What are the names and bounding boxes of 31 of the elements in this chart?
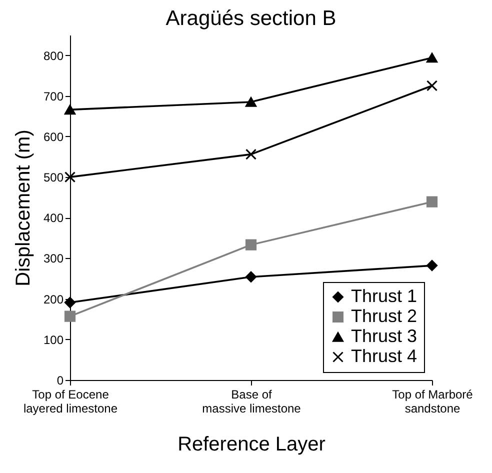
point xyxy=(245,239,257,250)
x-tick-label: Base of massive limestone xyxy=(202,388,302,416)
legend-label: Thrust 3 xyxy=(351,326,418,346)
y-tick-label: 400 xyxy=(43,211,64,226)
y-tick-label: 0 xyxy=(56,374,64,388)
y-tick-label: 500 xyxy=(43,170,64,185)
x-tick-label: Top of Eocene layered limestone xyxy=(23,388,118,416)
legend-label: Thrust 1 xyxy=(351,286,418,306)
legend-label: Thrust 4 xyxy=(351,346,418,366)
point xyxy=(64,310,76,322)
point xyxy=(64,172,76,183)
chart-title: Aragüés section B xyxy=(166,7,336,30)
y-tick-label: 600 xyxy=(43,130,64,144)
y-tick-label: 200 xyxy=(43,292,64,306)
point xyxy=(426,196,438,208)
point xyxy=(426,52,438,63)
x-tick-label: Top of Marboré sandstone xyxy=(392,388,474,416)
y-tick-label: 100 xyxy=(43,332,64,347)
point xyxy=(426,80,438,92)
point xyxy=(245,148,257,160)
y-tick-label: 700 xyxy=(43,89,64,104)
point xyxy=(64,296,76,308)
point xyxy=(64,104,76,115)
point xyxy=(426,260,438,272)
legend-label: Thrust 2 xyxy=(351,306,418,326)
point xyxy=(245,97,257,107)
point xyxy=(245,271,257,282)
y-axis-title: Displacement (m) xyxy=(12,130,34,286)
y-tick-label: 800 xyxy=(43,48,64,63)
x-axis-title: Reference Layer xyxy=(178,434,326,456)
y-tick-label: 300 xyxy=(43,252,64,266)
